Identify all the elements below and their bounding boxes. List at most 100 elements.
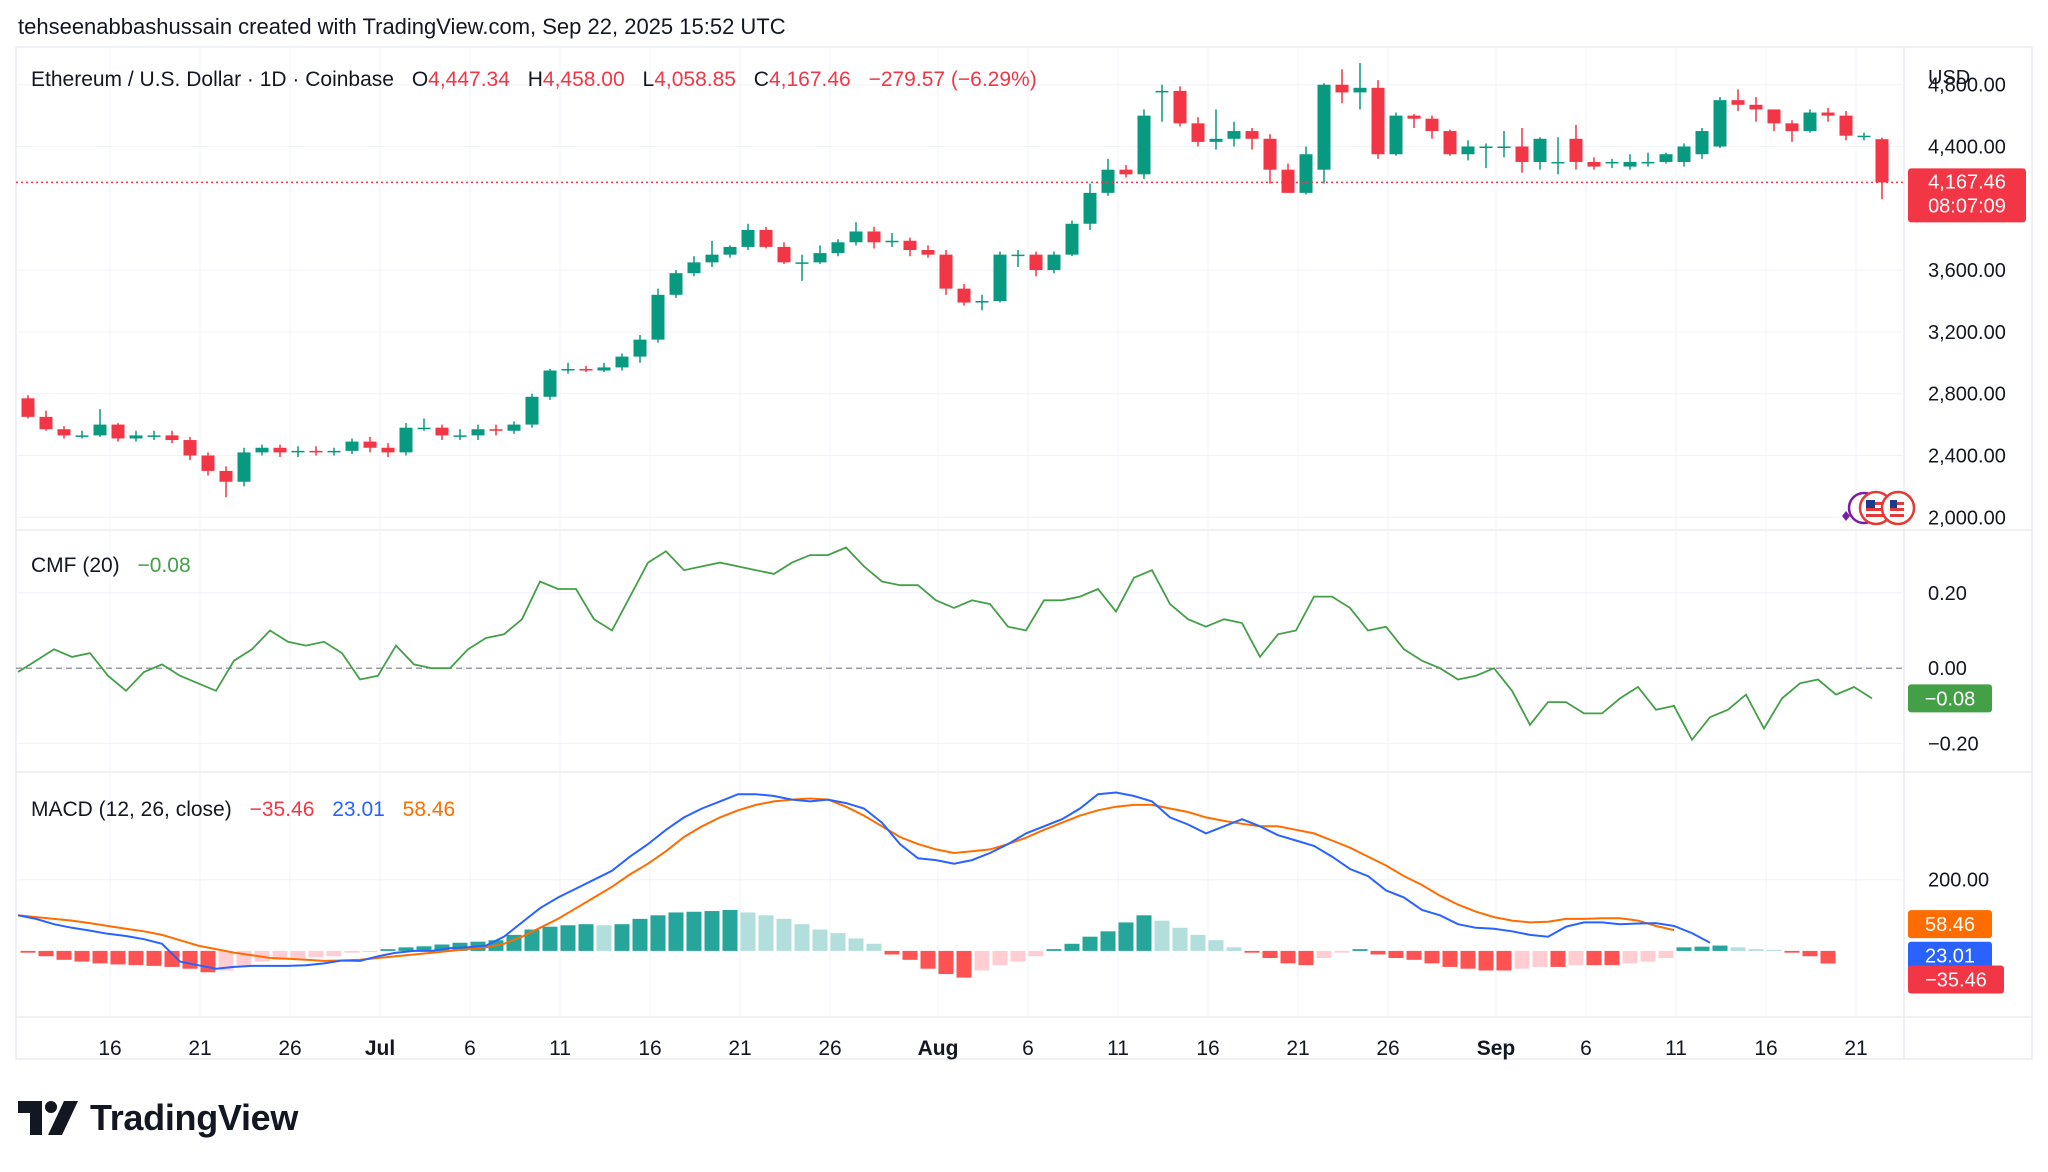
candle-body [1191, 123, 1205, 142]
cmf-line [17, 546, 1873, 742]
histogram-bar [1100, 931, 1116, 951]
candle-body [1029, 254, 1043, 271]
time-tick-label: 11 [549, 1037, 571, 1060]
histogram-bar [1010, 950, 1026, 962]
histogram-bar [1046, 949, 1062, 951]
cmf-badge: −0.08 [1908, 684, 1992, 713]
candle-body [561, 368, 575, 371]
svg-text:4,167.46: 4,167.46 [1928, 171, 2006, 193]
histogram-bar [1352, 949, 1368, 951]
histogram-bar [1334, 950, 1350, 953]
histogram-bar [974, 950, 990, 971]
candle-body [687, 262, 701, 274]
histogram-bar [812, 929, 828, 951]
histogram-bar [1298, 950, 1314, 966]
time-tick-label: 16 [638, 1037, 661, 1060]
time-axis: 16 21 26 Jul 6 11 16 21 26 Aug 6 11 16 21 26 Sep 6 11 16 21 [98, 1037, 1867, 1060]
histogram-bar [1136, 915, 1152, 951]
candle-body [93, 424, 107, 436]
histogram-bar [596, 925, 612, 951]
candle-body [1137, 115, 1151, 175]
candle-body [1713, 100, 1727, 147]
histogram-bar [398, 947, 414, 951]
histogram-bar [1766, 949, 1782, 951]
candle-body [1461, 146, 1475, 155]
histogram-bar [1208, 940, 1224, 951]
chart-frame [15, 46, 2033, 1060]
histogram-bar [1802, 950, 1818, 957]
candle-body [579, 368, 593, 371]
candle-body [201, 455, 215, 471]
price-tick-label: 3,600.00 [1928, 260, 2006, 282]
histogram-bar [1784, 950, 1800, 953]
histogram-bar [1118, 922, 1134, 951]
price-tick-label: 4,800.00 [1928, 75, 2006, 97]
histogram-bar [668, 912, 684, 951]
histogram-bar [578, 924, 594, 951]
histogram-bar [344, 950, 360, 953]
candle-body [1641, 161, 1655, 164]
candle-body [885, 240, 899, 243]
currency-label[interactable]: USD [1928, 67, 1970, 89]
histogram-bar [524, 929, 540, 951]
candle-body [1587, 161, 1601, 167]
histogram-bar [56, 950, 72, 960]
hist-badge: −35.46 [1908, 965, 2004, 994]
candle-body [363, 441, 377, 448]
histogram-bar [722, 909, 738, 951]
candle-body [1245, 131, 1259, 139]
histogram-bar [1082, 936, 1098, 951]
candle-body [759, 229, 773, 247]
candle-body [1389, 115, 1403, 155]
histogram-bar [38, 950, 54, 957]
svg-text:23.01: 23.01 [1925, 946, 1975, 968]
histogram-bar [1820, 950, 1836, 964]
candle-body [453, 435, 467, 437]
histogram-bar [1604, 950, 1620, 966]
candle-body [1857, 135, 1871, 138]
histogram-bar [1478, 950, 1494, 971]
candlestick-series [21, 63, 1889, 498]
candle-body [921, 250, 935, 255]
time-tick-label: 26 [278, 1037, 301, 1060]
histogram-bar [542, 926, 558, 951]
price-legend: Ethereum / U.S. Dollar · 1D · Coinbase O… [31, 68, 1037, 91]
tradingview-logo[interactable]: TradingView [18, 1092, 298, 1144]
candle-body [345, 441, 359, 451]
candle-body [1227, 131, 1241, 139]
legend-change: −279.57 (−6.29%) [869, 68, 1037, 91]
macd-tick-label: 200.00 [1928, 870, 1989, 892]
us-flag-icon[interactable] [1880, 490, 1916, 526]
histogram-bar [1172, 927, 1188, 951]
histogram-bar [1730, 947, 1746, 951]
candle-body [273, 447, 287, 453]
histogram-bar [128, 950, 144, 966]
histogram-bar [1550, 950, 1566, 967]
candle-body [1173, 90, 1187, 124]
histogram-bar [20, 950, 36, 953]
candle-body [1803, 112, 1817, 132]
price-axis: 4,800.00 4,400.00 3,600.00 3,200.00 2,800.00… [1928, 75, 2006, 530]
histogram-bar [758, 915, 774, 951]
time-tick-label: Sep [1477, 1037, 1516, 1060]
histogram-bar [560, 925, 576, 951]
candle-body [1353, 87, 1367, 93]
histogram-bar [1424, 950, 1440, 964]
candle-body [1011, 254, 1025, 257]
histogram-bar [956, 950, 972, 978]
histogram-bar [1676, 947, 1692, 951]
histogram-bar [290, 950, 306, 959]
histogram-bar [1748, 949, 1764, 951]
candle-body [507, 424, 521, 431]
histogram-bar [326, 950, 342, 957]
histogram-bar [1028, 950, 1044, 957]
macd-legend: MACD (12, 26, close) −35.46 23.01 58.46 [31, 798, 455, 821]
legend-high-label: H [528, 68, 543, 91]
cmf-tick-label: −0.20 [1928, 734, 1979, 756]
price-tick-label: 2,000.00 [1928, 507, 2006, 529]
candle-body [237, 452, 251, 482]
candle-body [795, 262, 809, 264]
histogram-bar [1388, 950, 1404, 959]
last-price-badge: 4,167.46 08:07:09 [1908, 168, 2026, 223]
